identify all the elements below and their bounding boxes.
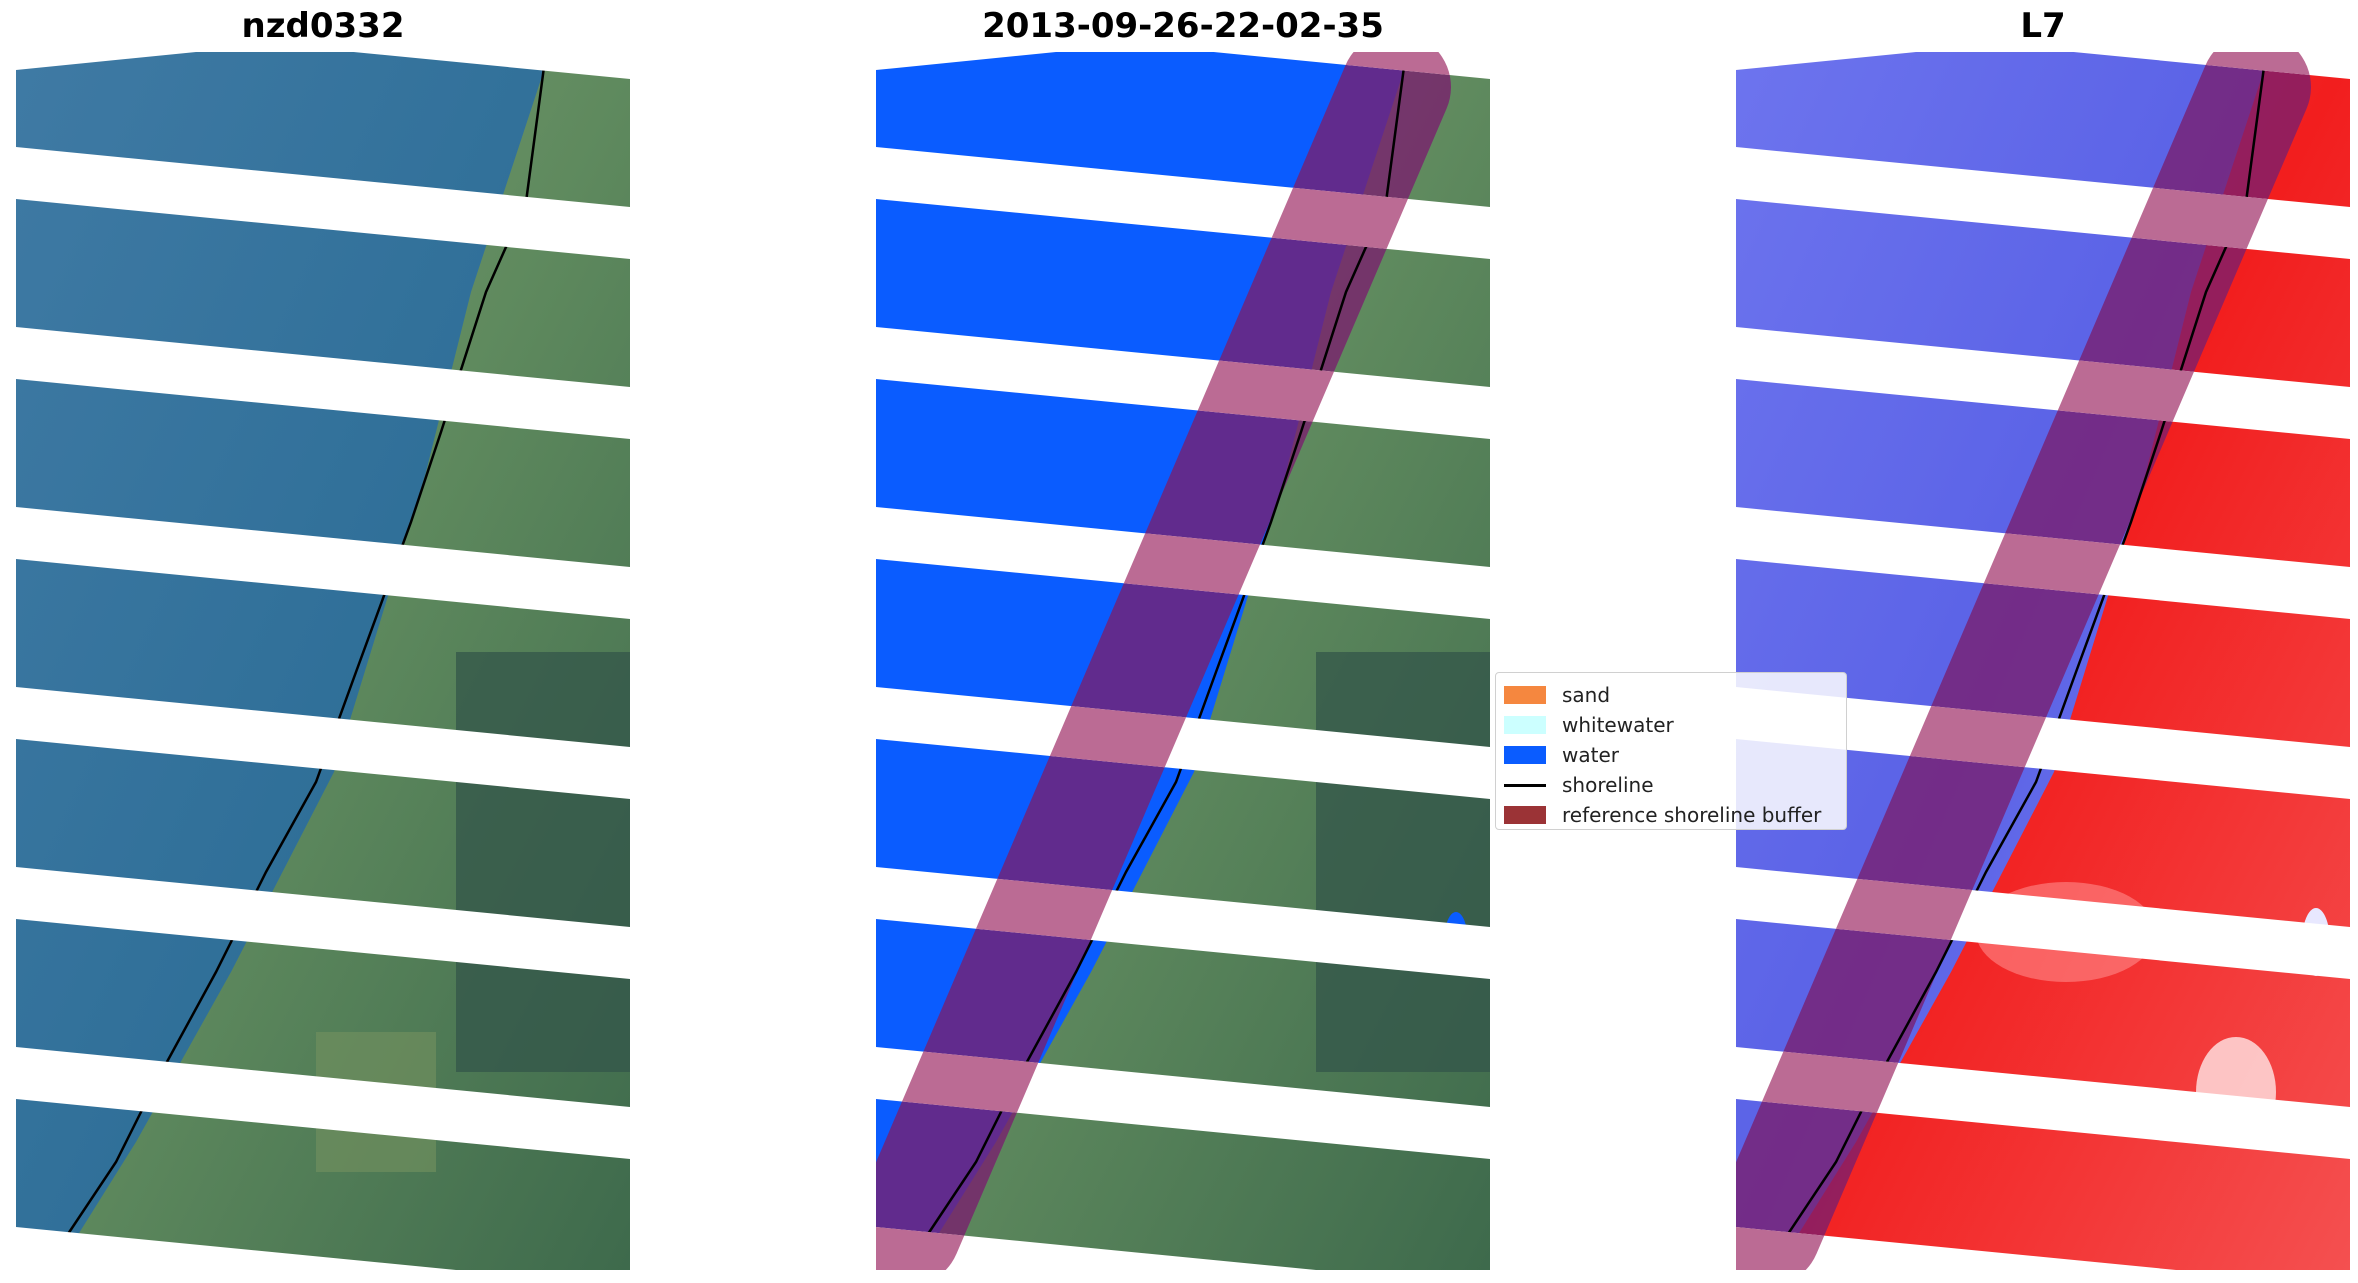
legend-label: sand (1562, 683, 1611, 707)
buffer-swatch (1504, 806, 1546, 824)
shoreline-swatch (1504, 783, 1546, 787)
classified-image (876, 52, 1490, 1270)
sand-swatch (1504, 686, 1546, 704)
water-index-image (1736, 52, 2350, 1270)
water-swatch (1504, 746, 1546, 764)
panel-title-rgb: nzd0332 (241, 6, 405, 46)
legend-item-sand: sand (1504, 683, 1610, 707)
legend-label: shoreline (1562, 773, 1654, 797)
whitewater-swatch (1504, 716, 1546, 734)
legend-item-whitewater: whitewater (1504, 713, 1674, 737)
rgb-satellite-image (16, 52, 630, 1270)
legend-label: whitewater (1562, 713, 1674, 737)
panel-title-index: L7 (2020, 6, 2066, 46)
legend-label: reference shoreline buffer (1562, 803, 1822, 827)
panel-title-classified: 2013-09-26-22-02-35 (982, 6, 1384, 46)
legend-item-shoreline: shoreline (1504, 773, 1654, 797)
legend-item-reference-buffer: reference shoreline buffer (1504, 803, 1821, 827)
legend: sand whitewater water shoreline referenc… (1495, 672, 1847, 830)
legend-item-water: water (1504, 743, 1619, 767)
legend-label: water (1562, 743, 1619, 767)
